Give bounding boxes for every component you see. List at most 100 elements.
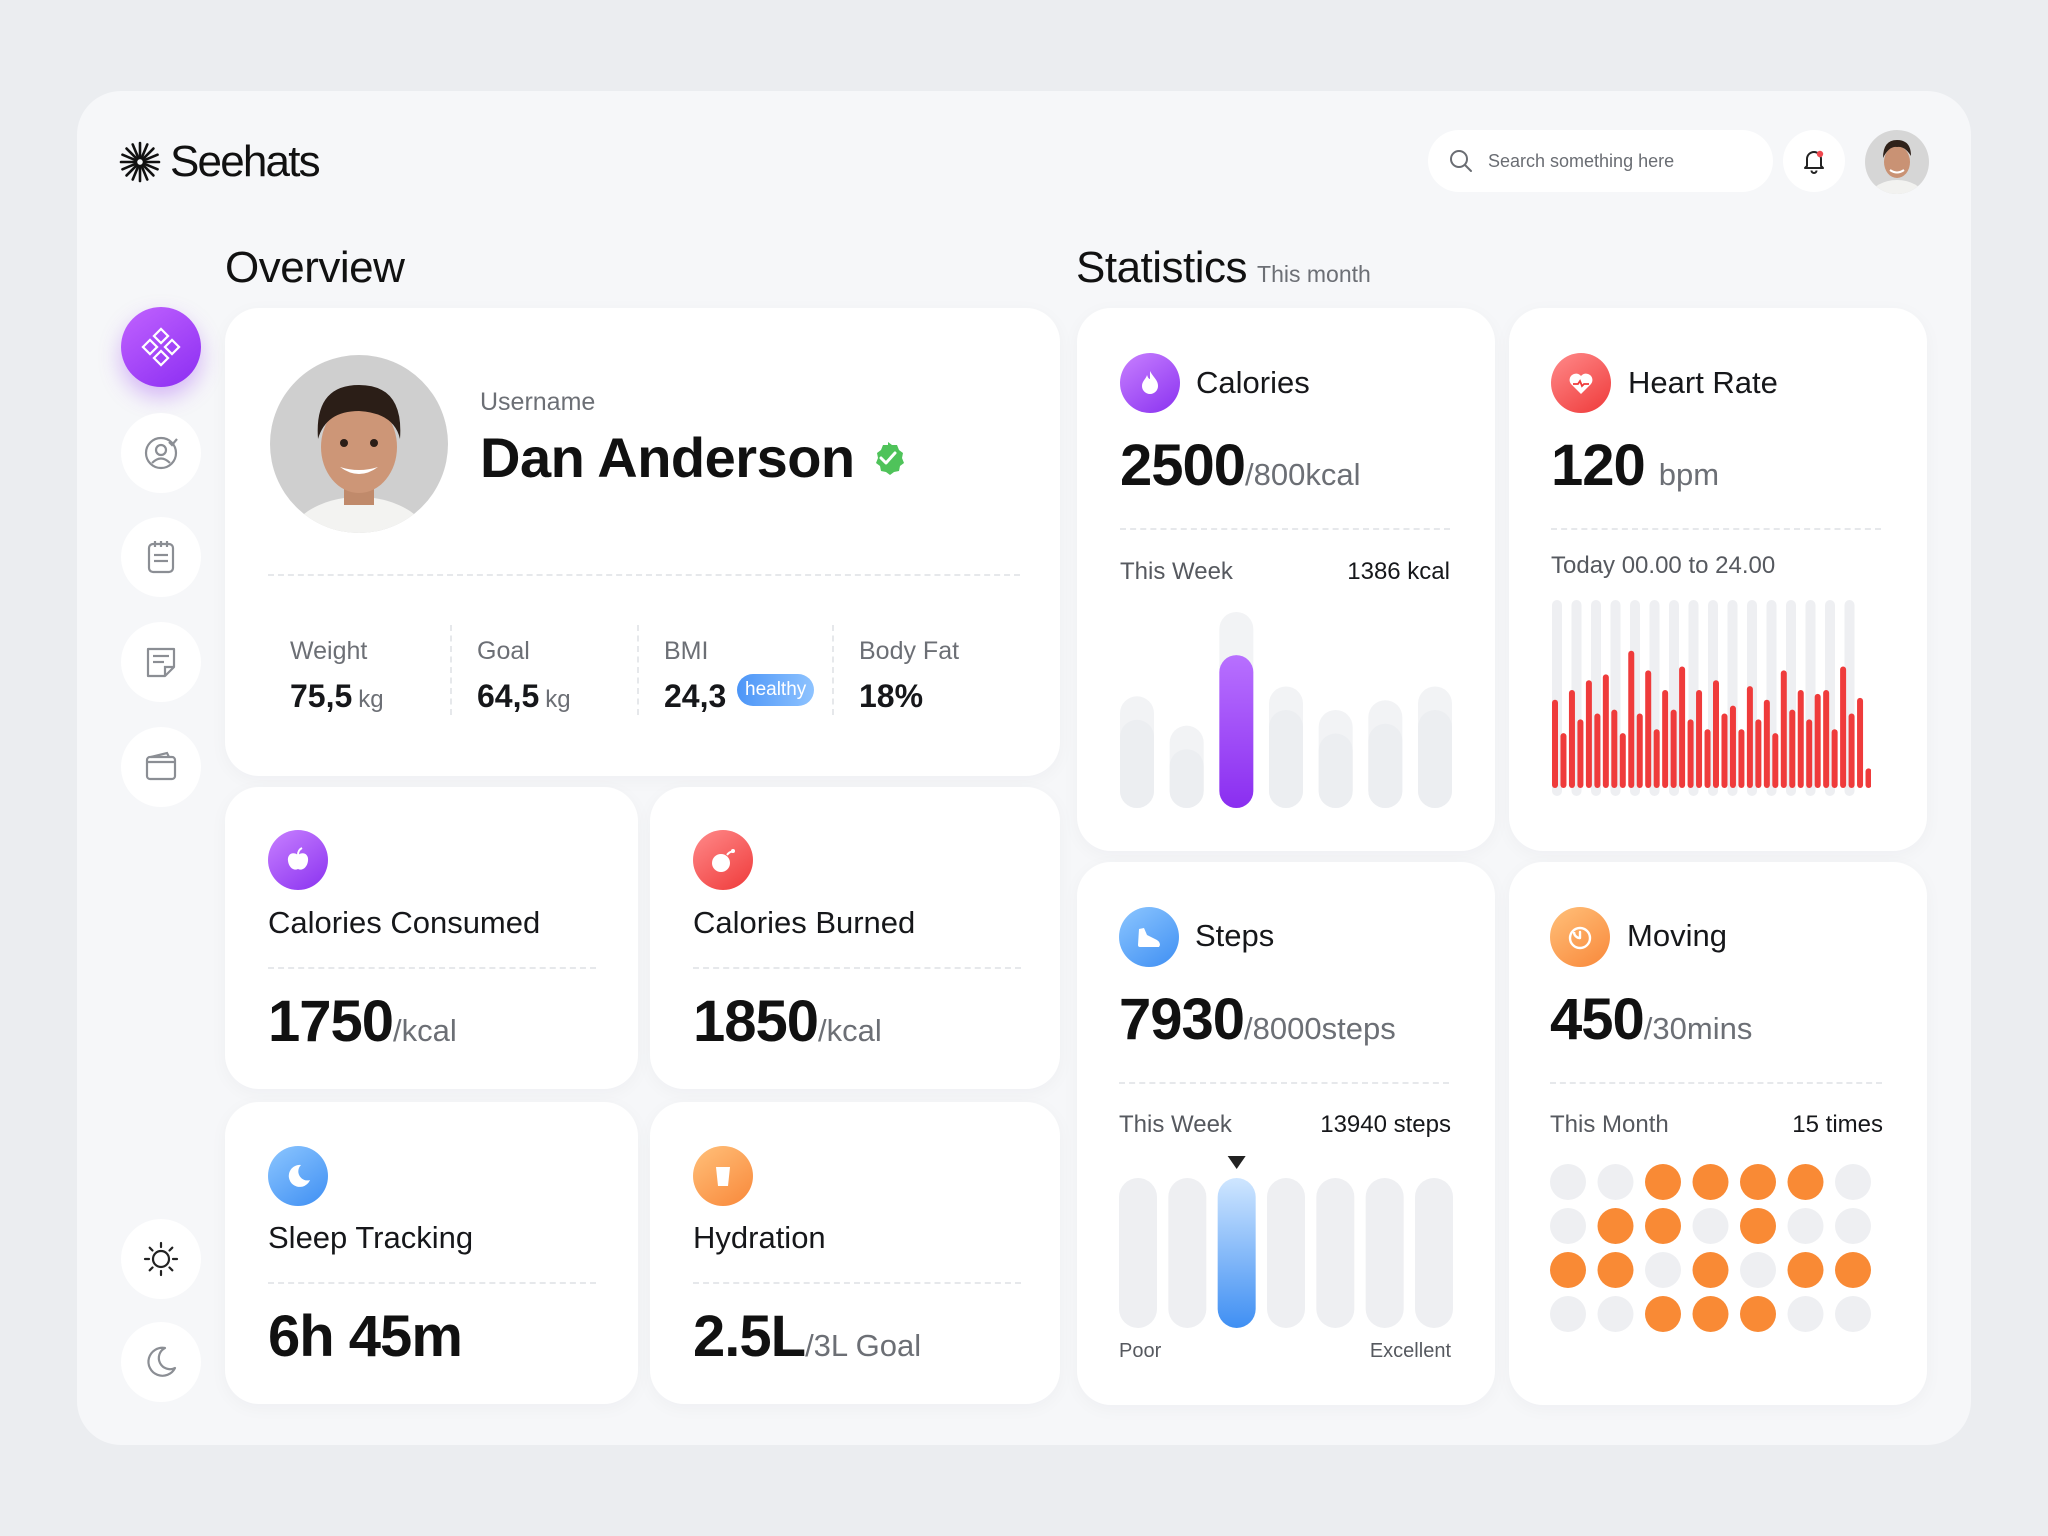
statistics-period: This month bbox=[1257, 261, 1371, 287]
heart-rate-bar bbox=[1602, 674, 1609, 788]
heart-rate-bar bbox=[1865, 768, 1871, 788]
moving-day-dot bbox=[1692, 1208, 1729, 1244]
hydration-number: 2.5L bbox=[693, 1304, 806, 1369]
bmi-label: BMI bbox=[664, 637, 709, 665]
calories-consumed-title: Calories Consumed bbox=[268, 905, 541, 940]
heart-rate-bar bbox=[1670, 709, 1677, 788]
heart-rate-bar bbox=[1594, 713, 1601, 788]
steps-week-chart bbox=[1119, 1156, 1453, 1328]
sidebar-item-notes[interactable] bbox=[121, 622, 201, 702]
heart-rate-bar bbox=[1780, 670, 1787, 788]
steps-icon-badge bbox=[1119, 907, 1179, 967]
stat-separator bbox=[450, 625, 452, 715]
steps-unit: /8000steps bbox=[1244, 1011, 1396, 1046]
moving-day-dot bbox=[1645, 1164, 1681, 1200]
dark-mode-button[interactable] bbox=[121, 1322, 201, 1402]
sidebar-item-profile[interactable] bbox=[121, 413, 201, 493]
verified-badge-icon bbox=[875, 441, 904, 475]
calories-stat-value: 2500/800kcal bbox=[1120, 432, 1361, 499]
logo[interactable]: Seehats bbox=[118, 137, 321, 187]
stat-separator bbox=[832, 625, 834, 715]
heart-rate-bar bbox=[1560, 733, 1567, 788]
calories-burned-unit: /kcal bbox=[818, 1013, 882, 1048]
heart-rate-bar bbox=[1662, 690, 1669, 788]
profile-name: Dan Anderson bbox=[480, 426, 855, 489]
heart-rate-bar bbox=[1797, 690, 1804, 788]
calories-consumed-value: 1750/kcal bbox=[268, 988, 457, 1055]
search-box[interactable] bbox=[1428, 130, 1773, 192]
moving-day-dot bbox=[1740, 1208, 1776, 1244]
heart-rate-bar bbox=[1814, 693, 1821, 788]
steps-bar bbox=[1316, 1178, 1355, 1328]
card-divider bbox=[268, 967, 596, 969]
moving-day-dot bbox=[1787, 1208, 1824, 1244]
heart-pulse-icon bbox=[1569, 373, 1593, 394]
sidebar-item-calendar[interactable] bbox=[121, 517, 201, 597]
heart-rate-bar bbox=[1763, 699, 1770, 788]
moving-icon-badge bbox=[1550, 907, 1610, 967]
heart-rate-bar bbox=[1721, 713, 1728, 788]
timer-icon bbox=[1568, 926, 1592, 950]
heart-rate-bar bbox=[1628, 650, 1635, 788]
moving-period-label: This Month bbox=[1550, 1111, 1669, 1138]
search-input[interactable] bbox=[1488, 150, 1738, 172]
heart-rate-bar bbox=[1577, 719, 1584, 788]
weight-value: 75,5 kg bbox=[290, 678, 384, 715]
moving-number: 450 bbox=[1550, 987, 1645, 1052]
hydration-unit: /3L Goal bbox=[805, 1328, 922, 1363]
steps-title: Steps bbox=[1195, 918, 1275, 953]
moving-day-dot bbox=[1550, 1164, 1586, 1200]
logo-starburst-icon bbox=[119, 141, 161, 183]
steps-scale-low: Poor bbox=[1119, 1340, 1162, 1362]
moving-day-dot bbox=[1835, 1164, 1871, 1200]
light-mode-button[interactable] bbox=[121, 1219, 201, 1299]
weight-number: 75,5 bbox=[290, 678, 353, 714]
statistics-heading: Statistics This month bbox=[1076, 243, 1371, 293]
profile-name-row: Dan Anderson bbox=[480, 425, 907, 490]
username-label: Username bbox=[480, 388, 596, 416]
moving-day-dot bbox=[1550, 1296, 1586, 1332]
shoe-icon bbox=[1138, 928, 1160, 947]
sun-icon bbox=[143, 1241, 179, 1277]
moving-day-dot bbox=[1692, 1164, 1729, 1200]
moving-day-dot bbox=[1835, 1252, 1871, 1288]
moving-unit: /30mins bbox=[1643, 1011, 1753, 1046]
heart-rate-bar bbox=[1568, 690, 1575, 788]
moving-day-dot bbox=[1597, 1164, 1634, 1200]
moving-day-dot bbox=[1645, 1208, 1681, 1244]
moving-day-dot bbox=[1550, 1252, 1586, 1288]
body-fat-value: 18% bbox=[859, 678, 924, 714]
sidebar-item-dashboard[interactable] bbox=[121, 307, 201, 387]
moon-icon bbox=[147, 1346, 177, 1377]
card-divider bbox=[1119, 1082, 1449, 1084]
calories-burned-number: 1850 bbox=[693, 989, 819, 1054]
steps-bar bbox=[1267, 1178, 1305, 1328]
user-avatar[interactable] bbox=[1865, 130, 1929, 194]
steps-bar bbox=[1119, 1178, 1157, 1328]
heart-rate-bar bbox=[1687, 719, 1694, 788]
heart-rate-period-label: Today 00.00 to 24.00 bbox=[1551, 552, 1776, 579]
calories-consumed-unit: /kcal bbox=[393, 1013, 457, 1048]
notification-button[interactable] bbox=[1783, 130, 1845, 192]
moving-day-dot bbox=[1597, 1208, 1634, 1244]
steps-period-value: 13940 steps bbox=[1320, 1111, 1451, 1138]
calories-bar bbox=[1120, 719, 1154, 808]
moving-day-dot bbox=[1597, 1296, 1634, 1332]
moon-night-icon bbox=[288, 1164, 310, 1187]
sidebar-item-wallet[interactable] bbox=[121, 727, 201, 807]
card-divider bbox=[1551, 528, 1881, 530]
dashboard-icon bbox=[141, 327, 181, 367]
heart-rate-bar bbox=[1729, 705, 1736, 788]
avatar-image bbox=[1865, 130, 1929, 194]
notes-icon bbox=[146, 647, 176, 678]
goal-number: 64,5 bbox=[477, 678, 540, 714]
heart-rate-bar bbox=[1848, 713, 1855, 788]
notepad-icon bbox=[147, 541, 175, 574]
heart-rate-bar bbox=[1772, 733, 1779, 788]
flame-icon bbox=[1142, 371, 1158, 394]
card-divider bbox=[693, 1282, 1021, 1284]
moving-day-dot bbox=[1835, 1208, 1871, 1244]
calories-burned-icon-badge bbox=[693, 830, 753, 890]
calories-week-chart bbox=[1120, 612, 1452, 808]
moving-day-dot bbox=[1645, 1296, 1681, 1332]
